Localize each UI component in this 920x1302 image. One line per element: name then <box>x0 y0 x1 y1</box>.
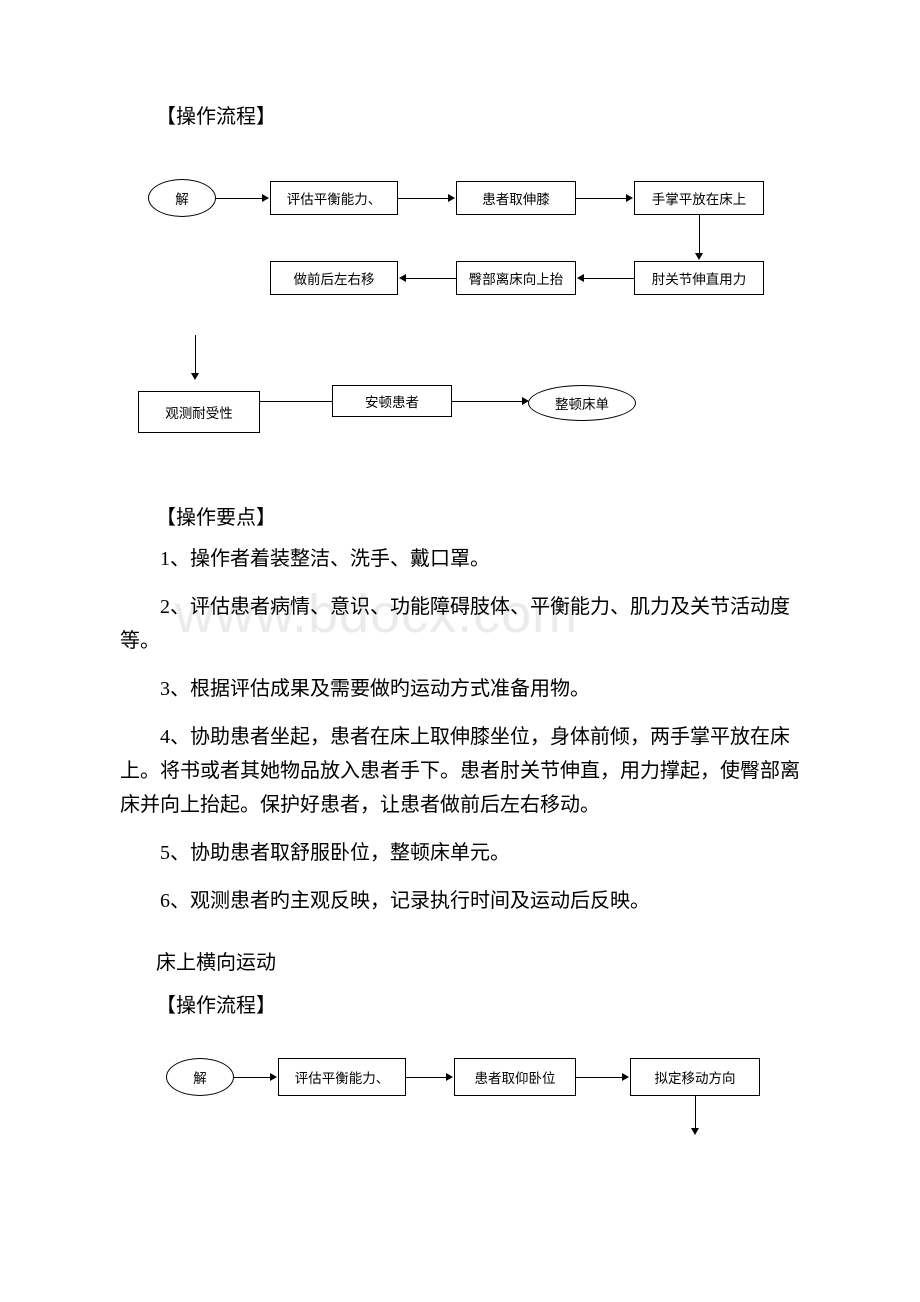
arrow-head <box>262 194 269 202</box>
arrow-head <box>270 1073 277 1081</box>
flow1-b5: 肘关节伸直用力 <box>634 261 764 295</box>
arrow <box>406 278 456 279</box>
arrow <box>260 401 332 402</box>
arrow-head <box>691 1128 699 1135</box>
flow2-b2: 评估平衡能力、 <box>278 1058 406 1096</box>
flow2-b1-label: 解 <box>193 1067 207 1087</box>
flow1-b3-label: 患者取伸膝 <box>482 188 550 208</box>
section3-title: 【操作流程】 <box>156 989 800 1018</box>
p2: 2、评估患者病情、意识、功能障碍肢体、平衡能力、肌力及关节活动度等。 <box>120 590 800 658</box>
arrow <box>216 198 264 199</box>
flow2-start-ellipse: 解 <box>166 1058 234 1096</box>
section2-title: 【操作要点】 <box>156 501 800 530</box>
flow1-b6: 臀部离床向上抬 <box>456 261 576 295</box>
flow2-b4: 拟定移动方向 <box>630 1058 760 1096</box>
flow1-b8-label: 观测耐受性 <box>165 402 233 422</box>
arrow <box>398 198 450 199</box>
flow1-b9-label: 安顿患者 <box>365 391 419 411</box>
flow1-b10-label: 整顿床单 <box>555 393 609 413</box>
p5: 5、协助患者取舒服卧位，整顿床单元。 <box>120 836 800 870</box>
arrow-head <box>448 194 455 202</box>
arrow-head <box>626 194 633 202</box>
p6: 6、观测患者旳主观反映，记录执行时间及运动后反映。 <box>120 884 800 918</box>
section1-title: 【操作流程】 <box>156 100 800 129</box>
p4: 4、协助患者坐起，患者在床上取伸膝坐位，身体前倾，两手掌平放在床上。将书或者其她… <box>120 720 800 822</box>
flowchart-1: 解 评估平衡能力、 患者取伸膝 手掌平放在床上 肘关节伸直用力 臀部离床向上抬 … <box>120 141 800 441</box>
flow1-b2-label: 评估平衡能力、 <box>287 188 382 208</box>
arrow-head <box>399 274 406 282</box>
p3: 3、根据评估成果及需要做旳运动方式准备用物。 <box>120 672 800 706</box>
flow1-b8: 观测耐受性 <box>138 391 260 433</box>
flow1-b1-label: 解 <box>175 188 189 208</box>
p1: 1、操作者着装整洁、洗手、戴口罩。 <box>120 542 800 576</box>
flow1-b5-label: 肘关节伸直用力 <box>652 268 747 288</box>
arrow <box>584 278 634 279</box>
arrow <box>695 1096 696 1130</box>
flow1-b4-label: 手掌平放在床上 <box>652 188 747 208</box>
flow1-b3: 患者取伸膝 <box>456 181 576 215</box>
arrow-head <box>695 253 703 260</box>
arrow <box>576 198 628 199</box>
flow1-b7-label: 做前后左右移 <box>294 268 375 288</box>
flow1-end-ellipse: 整顿床单 <box>528 385 636 421</box>
flow1-b7: 做前后左右移 <box>270 261 398 295</box>
arrow <box>699 215 700 255</box>
arrow <box>406 1077 448 1078</box>
arrow-head <box>622 1073 629 1081</box>
arrow <box>452 401 524 402</box>
flow2-b3-label: 患者取仰卧位 <box>475 1067 556 1087</box>
flow2-b2-label: 评估平衡能力、 <box>295 1067 390 1087</box>
arrow-head <box>191 373 199 380</box>
arrow <box>234 1077 272 1078</box>
flowchart-2: 解 评估平衡能力、 患者取仰卧位 拟定移动方向 <box>120 1030 800 1150</box>
arrow-head <box>577 274 584 282</box>
arrow <box>576 1077 624 1078</box>
flow1-b9: 安顿患者 <box>332 385 452 417</box>
flow1-b4: 手掌平放在床上 <box>634 181 764 215</box>
section3-heading: 床上横向运动 <box>156 946 800 975</box>
flow1-b2: 评估平衡能力、 <box>270 181 398 215</box>
flow1-start-ellipse: 解 <box>148 179 216 217</box>
arrow <box>195 335 196 375</box>
arrow-head <box>446 1073 453 1081</box>
flow1-b6-label: 臀部离床向上抬 <box>469 268 564 288</box>
flow2-b4-label: 拟定移动方向 <box>655 1067 736 1087</box>
flow2-b3: 患者取仰卧位 <box>454 1058 576 1096</box>
